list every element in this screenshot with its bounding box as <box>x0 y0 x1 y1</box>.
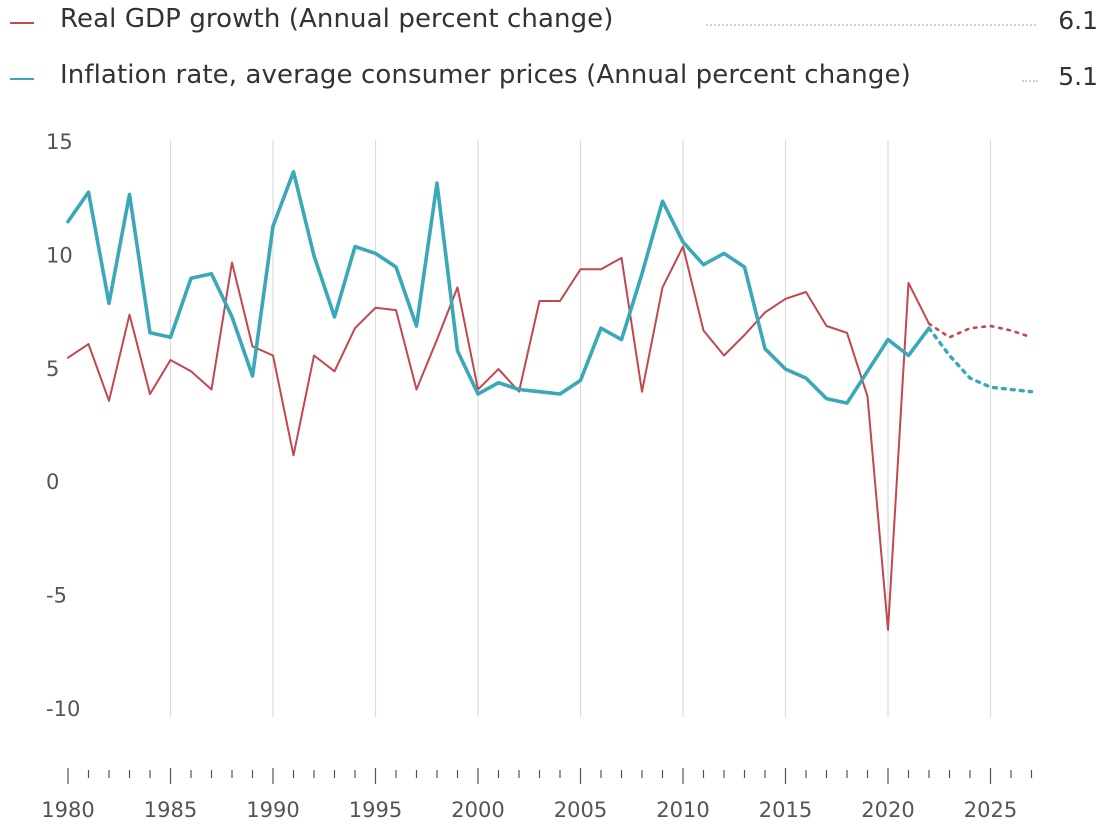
x-tick-label: 2010 <box>656 798 709 822</box>
x-tick-label: 1990 <box>246 798 299 822</box>
inflation-projection-line <box>927 326 1034 394</box>
inflation-series-line <box>66 170 931 405</box>
legend-leader-gdp <box>706 24 1036 26</box>
legend-item-gdp[interactable]: Real GDP growth (Annual percent change) … <box>0 2 1106 42</box>
legend-leader-inflation <box>1022 80 1038 82</box>
x-tick-label: 2000 <box>451 798 504 822</box>
x-tick-label: 2005 <box>554 798 607 822</box>
x-tick-label: 2020 <box>861 798 914 822</box>
inflation-swatch <box>10 78 34 80</box>
gdp-series-line <box>67 245 930 631</box>
x-tick-label: 1985 <box>144 798 197 822</box>
legend-value-inflation: 5.1 <box>1058 62 1098 91</box>
legend-label-gdp: Real GDP growth (Annual percent change) <box>60 4 614 34</box>
y-tick-label: 10 <box>46 243 73 267</box>
gdp-projection-line <box>927 322 1033 339</box>
y-tick-label: 0 <box>46 470 59 494</box>
x-tick-label: 2015 <box>759 798 812 822</box>
y-tick-label: -5 <box>46 584 67 608</box>
y-tick-label: -10 <box>46 697 80 721</box>
x-tick-label: 1980 <box>41 798 94 822</box>
y-tick-label: 15 <box>46 130 73 154</box>
y-tick-label: 5 <box>46 357 59 381</box>
legend-value-gdp: 6.1 <box>1058 6 1098 35</box>
x-tick-label: 2025 <box>964 798 1017 822</box>
x-tick-label: 1995 <box>349 798 402 822</box>
legend-item-inflation[interactable]: Inflation rate, average consumer prices … <box>0 58 1106 98</box>
legend-label-inflation: Inflation rate, average consumer prices … <box>60 60 911 90</box>
gdp-swatch <box>10 22 34 24</box>
